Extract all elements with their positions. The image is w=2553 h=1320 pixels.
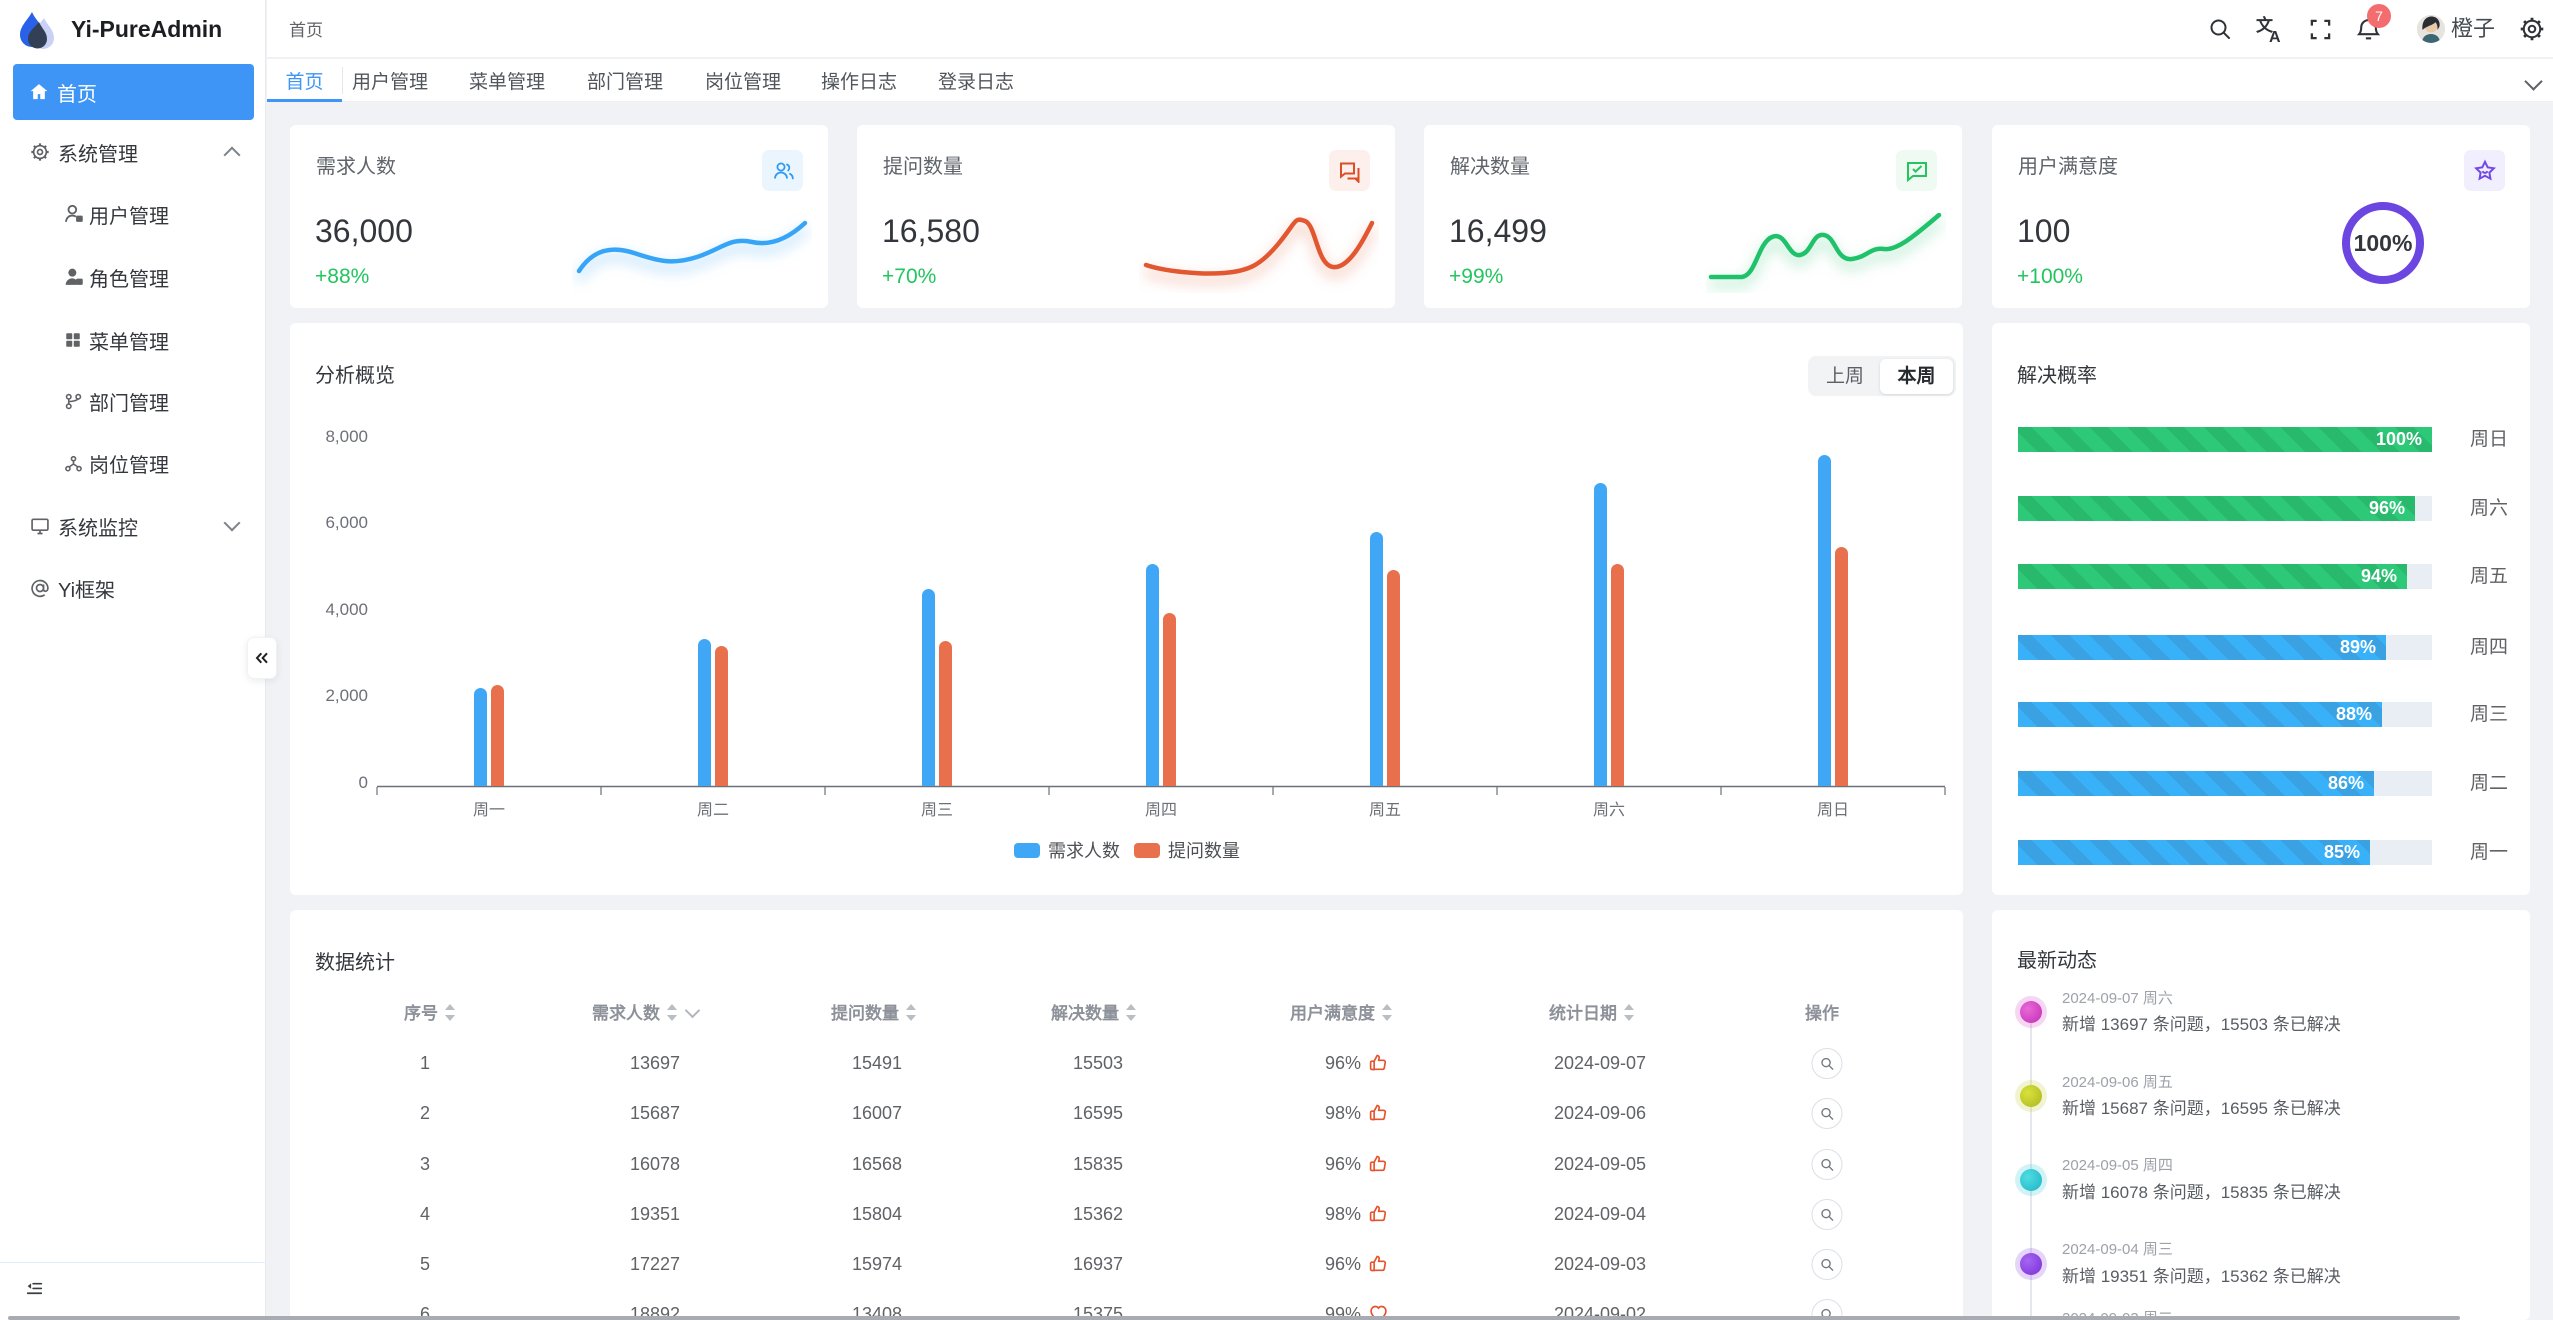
svg-text:A: A <box>2269 29 2281 43</box>
svg-text:需求人数: 需求人数 <box>1048 841 1120 861</box>
svg-text:8,000: 8,000 <box>325 427 368 446</box>
svg-text:周日: 周日 <box>1817 802 1849 819</box>
svg-text:文: 文 <box>2256 16 2274 35</box>
svg-text:2,000: 2,000 <box>325 686 368 705</box>
svg-text:周一: 周一 <box>473 802 505 819</box>
svg-text:周二: 周二 <box>697 802 729 819</box>
svg-text:周五: 周五 <box>1369 802 1401 819</box>
svg-text:提问数量: 提问数量 <box>1168 841 1240 861</box>
svg-text:0: 0 <box>359 773 368 792</box>
svg-text:周六: 周六 <box>1593 801 1625 819</box>
svg-text:周三: 周三 <box>921 802 953 819</box>
svg-text:4,000: 4,000 <box>325 600 368 619</box>
svg-text:6,000: 6,000 <box>325 513 368 532</box>
svg-text:100%: 100% <box>2354 230 2413 256</box>
svg-text:周四: 周四 <box>1145 802 1177 819</box>
